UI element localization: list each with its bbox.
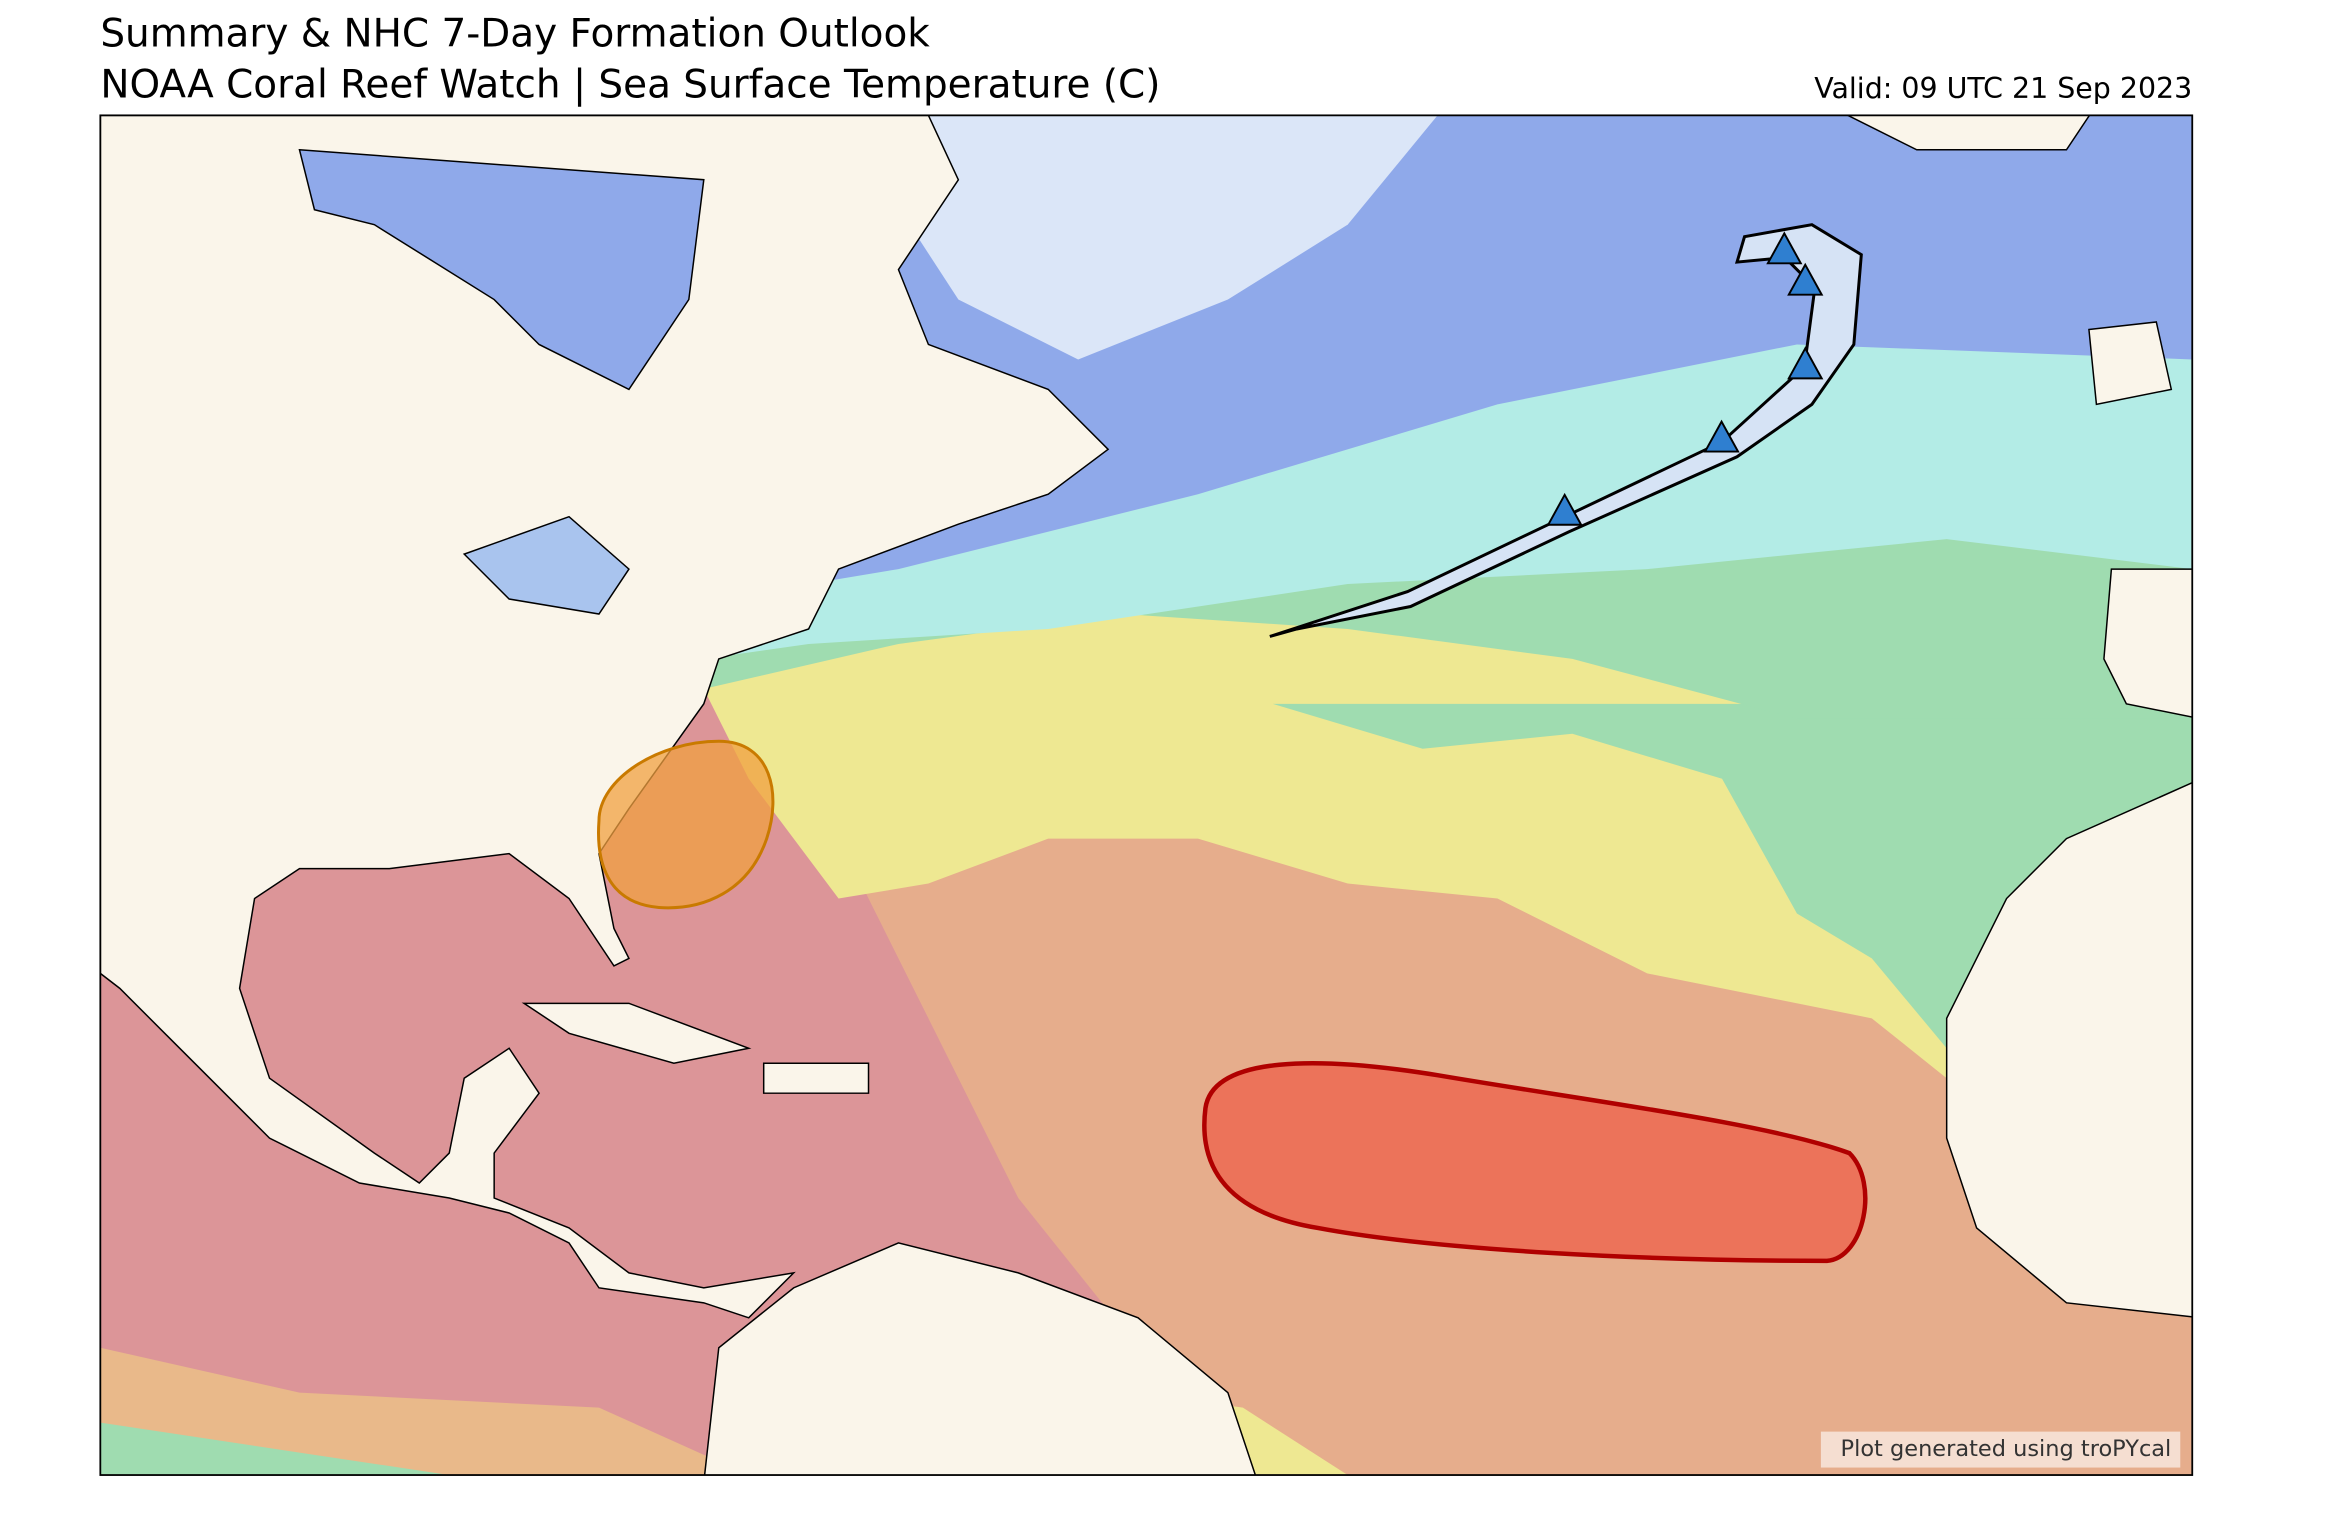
title: Summary & NHC 7-Day Formation Outlook (100, 11, 930, 56)
map-frame (99, 114, 2194, 1476)
valid-time: Valid: 09 UTC 21 Sep 2023 (1814, 72, 2192, 105)
subtitle: NOAA Coral Reef Watch | Sea Surface Temp… (100, 62, 1160, 107)
great-lakes (462, 515, 630, 615)
credit-box (1820, 1431, 2181, 1468)
hudson-bay (298, 148, 705, 391)
iceland (1846, 115, 2091, 151)
track-point (1787, 346, 1824, 380)
track-point (1703, 419, 1740, 453)
map (100, 115, 2193, 1476)
track-point (1766, 231, 1803, 265)
outlook-area (1202, 1061, 1868, 1264)
sst-cold (838, 115, 1438, 360)
sst-green (100, 1422, 450, 1476)
track-point (1787, 262, 1824, 296)
north-america (100, 115, 1110, 1319)
hispaniola (762, 1062, 870, 1094)
sst-orange (100, 1347, 749, 1476)
cuba (521, 1002, 752, 1065)
south-america (703, 1242, 1257, 1476)
british-isles (2088, 321, 2173, 406)
outlook-area (597, 739, 775, 910)
africa (1945, 781, 2193, 1318)
sst-green (1272, 703, 2193, 1049)
track-point (1546, 492, 1583, 526)
track-cone (1269, 223, 1863, 638)
credit: Plot generated using troPYcal (1841, 1436, 2172, 1462)
marks (1546, 231, 1824, 526)
iberia (2103, 568, 2193, 718)
